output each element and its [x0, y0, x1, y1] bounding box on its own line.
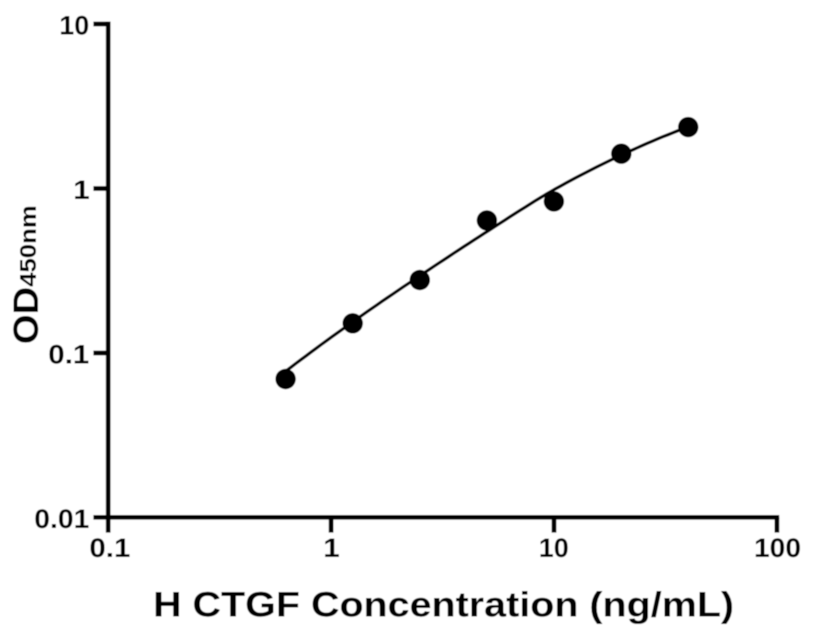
svg-text:450nm: 450nm	[15, 205, 41, 287]
svg-text:0.01: 0.01	[34, 504, 89, 534]
svg-text:10: 10	[539, 533, 569, 563]
svg-text:10: 10	[59, 11, 89, 41]
svg-text:1: 1	[73, 175, 90, 205]
svg-text:0.1: 0.1	[89, 533, 130, 563]
svg-text:OD: OD	[7, 287, 46, 345]
svg-text:H CTGF Concentration (ng/mL): H CTGF Concentration (ng/mL)	[153, 585, 734, 624]
svg-text:100: 100	[754, 533, 801, 563]
svg-text:1: 1	[323, 533, 340, 563]
svg-text:0.1: 0.1	[48, 339, 89, 369]
